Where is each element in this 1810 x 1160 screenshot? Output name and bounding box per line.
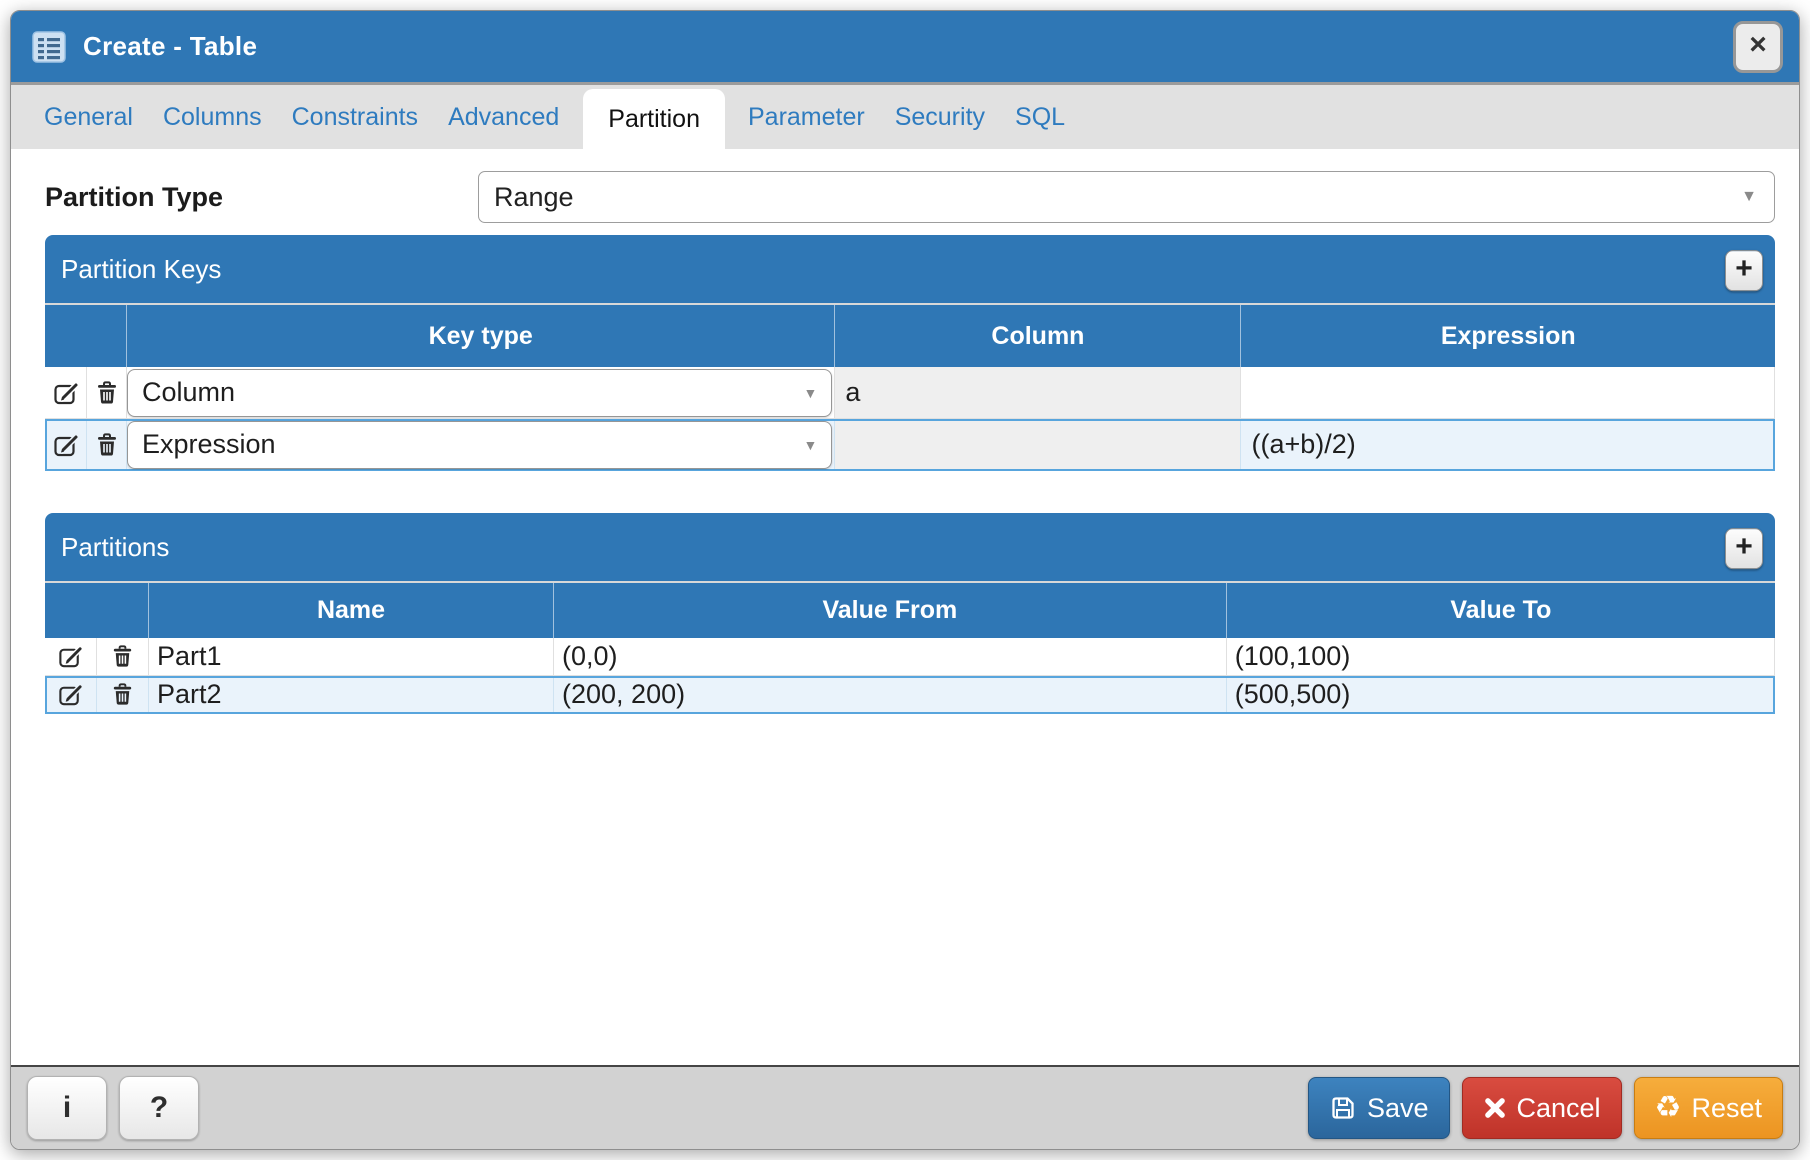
delete-row-button[interactable] <box>97 638 149 676</box>
partition-value-to-cell[interactable]: (100,100) <box>1226 638 1775 676</box>
tab-partition[interactable]: Partition <box>583 89 725 149</box>
partition-value-from-cell[interactable]: (200, 200) <box>554 676 1227 714</box>
key-type-cell: Expression ▼ <box>127 419 836 471</box>
tab-general[interactable]: General <box>44 102 133 131</box>
close-button[interactable]: × <box>1733 20 1783 73</box>
tab-security[interactable]: Security <box>894 102 986 131</box>
key-type-select[interactable]: Column ▼ <box>127 368 833 417</box>
key-type-column-header: Key type <box>127 305 836 367</box>
partition-value-to-cell[interactable]: (500,500) <box>1226 676 1775 714</box>
delete-row-button[interactable] <box>87 419 127 471</box>
chevron-down-icon: ▼ <box>803 436 818 453</box>
value-from-column-header: Value From <box>554 583 1227 638</box>
delete-row-button[interactable] <box>87 367 127 419</box>
edit-row-button[interactable] <box>45 638 97 676</box>
expression-cell[interactable]: ((a+b)/2) <box>1241 419 1775 471</box>
tab-sql[interactable]: SQL <box>1015 102 1066 131</box>
add-partition-key-button[interactable]: + <box>1725 250 1763 292</box>
partition-type-value: Range <box>494 181 574 212</box>
partitions-header: Partitions + <box>45 513 1775 583</box>
expression-cell[interactable] <box>1241 367 1775 419</box>
partition-keys-panel: Partition Keys + Key type Column Express… <box>45 235 1775 471</box>
edit-row-button[interactable] <box>45 367 87 419</box>
partition-keys-header: Partition Keys + <box>45 235 1775 305</box>
recycle-icon: ♻ <box>1654 1091 1682 1124</box>
partitions-header-row: Name Value From Value To <box>45 583 1775 638</box>
key-type-cell: Column ▼ <box>127 367 836 419</box>
actions-column-header <box>45 305 127 367</box>
partition-value-from-cell[interactable]: (0,0) <box>554 638 1227 676</box>
partition-row-1: Part1 (0,0) (100,100) <box>45 638 1775 676</box>
name-column-header: Name <box>149 583 555 638</box>
value-to-column-header: Value To <box>1450 596 1552 624</box>
partitions-title: Partitions <box>61 531 170 562</box>
partition-name-cell[interactable]: Part2 <box>149 676 555 714</box>
partition-keys-title: Partition Keys <box>61 253 222 284</box>
dialog-footer: i ? Save Cancel ♻ Reset <box>11 1065 1799 1149</box>
add-partition-button[interactable]: + <box>1725 528 1763 570</box>
save-icon <box>1329 1094 1357 1122</box>
tab-constraints[interactable]: Constraints <box>291 102 419 131</box>
dialog-title: Create - Table <box>83 31 258 61</box>
partition-name-cell[interactable]: Part1 <box>149 638 555 676</box>
tab-columns[interactable]: Columns <box>162 102 262 131</box>
help-button[interactable]: ? <box>119 1076 199 1140</box>
chevron-down-icon: ▼ <box>803 384 818 401</box>
cancel-button[interactable]: Cancel <box>1461 1077 1622 1139</box>
key-type-select[interactable]: Expression ▼ <box>127 420 833 469</box>
dialog-titlebar: Create - Table × <box>11 11 1799 85</box>
save-button[interactable]: Save <box>1307 1077 1450 1139</box>
tab-bar: General Columns Constraints Advanced Par… <box>11 85 1799 149</box>
actions-column-header <box>45 583 149 638</box>
tab-parameter[interactable]: Parameter <box>747 102 865 131</box>
partition-type-select[interactable]: Range ▼ <box>478 171 1775 223</box>
cancel-x-icon <box>1483 1096 1507 1120</box>
column-column-header: Column <box>835 305 1242 367</box>
edit-row-button[interactable] <box>45 419 87 471</box>
partition-key-row-1: Column ▼ a <box>45 367 1775 419</box>
expression-column-header: Expression <box>1440 321 1576 350</box>
tab-advanced[interactable]: Advanced <box>448 102 560 131</box>
partition-key-row-2: Expression ▼ ((a+b)/2) <box>45 419 1775 471</box>
column-cell[interactable]: a <box>835 367 1242 419</box>
table-icon <box>31 29 67 65</box>
partition-type-label: Partition Type <box>45 181 224 212</box>
partitions-panel: Partitions + Name Value From Value To <box>45 513 1775 714</box>
edit-row-button[interactable] <box>45 676 97 714</box>
create-table-dialog: Create - Table × General Columns Constra… <box>10 10 1800 1150</box>
chevron-down-icon: ▼ <box>1741 188 1757 205</box>
partition-keys-header-row: Key type Column Expression <box>45 305 1775 367</box>
info-button[interactable]: i <box>27 1076 107 1140</box>
partition-row-2: Part2 (200, 200) (500,500) <box>45 676 1775 714</box>
delete-row-button[interactable] <box>97 676 149 714</box>
column-cell[interactable] <box>835 419 1242 471</box>
partition-tab-content: Partition Type Range ▼ Partition Keys + … <box>11 149 1799 1065</box>
reset-button[interactable]: ♻ Reset <box>1633 1077 1783 1139</box>
